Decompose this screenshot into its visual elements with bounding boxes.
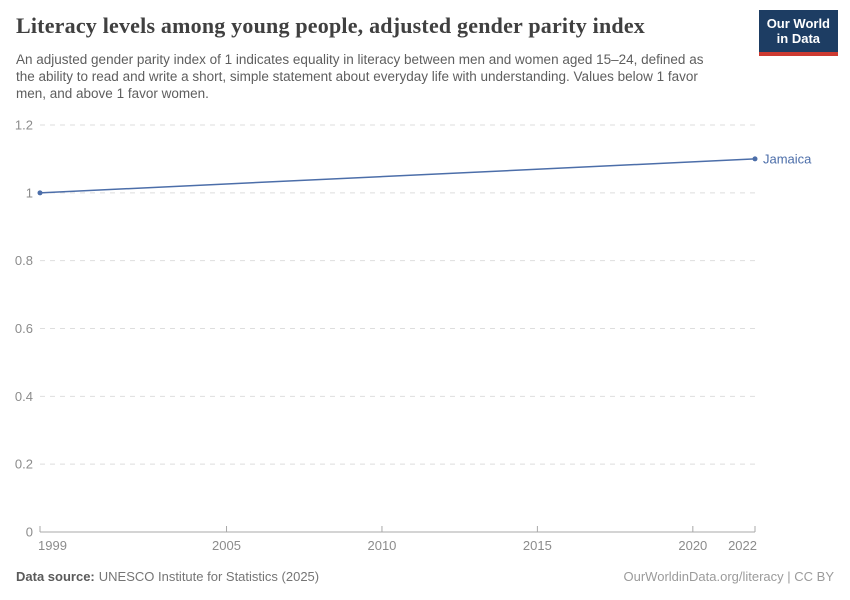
entity-label-jamaica[interactable]: Jamaica <box>763 151 812 166</box>
y-tick-label: 0.8 <box>15 253 33 268</box>
series-line-jamaica[interactable] <box>39 158 756 194</box>
logo-line1: Our World <box>766 16 830 31</box>
footer-credit-link[interactable]: OurWorldinData.org/literacy | CC BY <box>623 569 834 584</box>
chart-title: Literacy levels among young people, adju… <box>16 13 646 38</box>
data-source-label: Data source: <box>16 569 95 584</box>
x-tick-label: 2010 <box>367 538 396 553</box>
y-tick-label: 1 <box>26 185 33 200</box>
data-source-note: Data source: UNESCO Institute for Statist… <box>16 569 319 584</box>
x-tick-label: 2005 <box>212 538 241 553</box>
x-tick-label: 2015 <box>523 538 552 553</box>
logo-line2: in Data <box>776 31 821 46</box>
y-tick-label: 0 <box>26 525 33 540</box>
data-source-value: UNESCO Institute for Statistics (2025) <box>98 569 320 584</box>
chart-subtitle: An adjusted gender parity index of 1 ind… <box>16 52 704 101</box>
chart-footer: Data source: UNESCO Institute for Statist… <box>16 569 834 584</box>
y-tick-label: 0.6 <box>15 321 33 336</box>
x-tick-label: 2020 <box>678 538 707 553</box>
data-point[interactable] <box>752 156 758 162</box>
y-tick-label: 1.2 <box>15 118 33 133</box>
data-point[interactable] <box>37 190 43 196</box>
x-tick-label: 2022 <box>728 538 757 553</box>
owid-logo[interactable]: Our World in Data <box>758 10 838 56</box>
y-tick-label: 0.2 <box>15 457 33 472</box>
x-tick-label: 1999 <box>38 538 67 553</box>
y-tick-label: 0.4 <box>15 389 33 404</box>
